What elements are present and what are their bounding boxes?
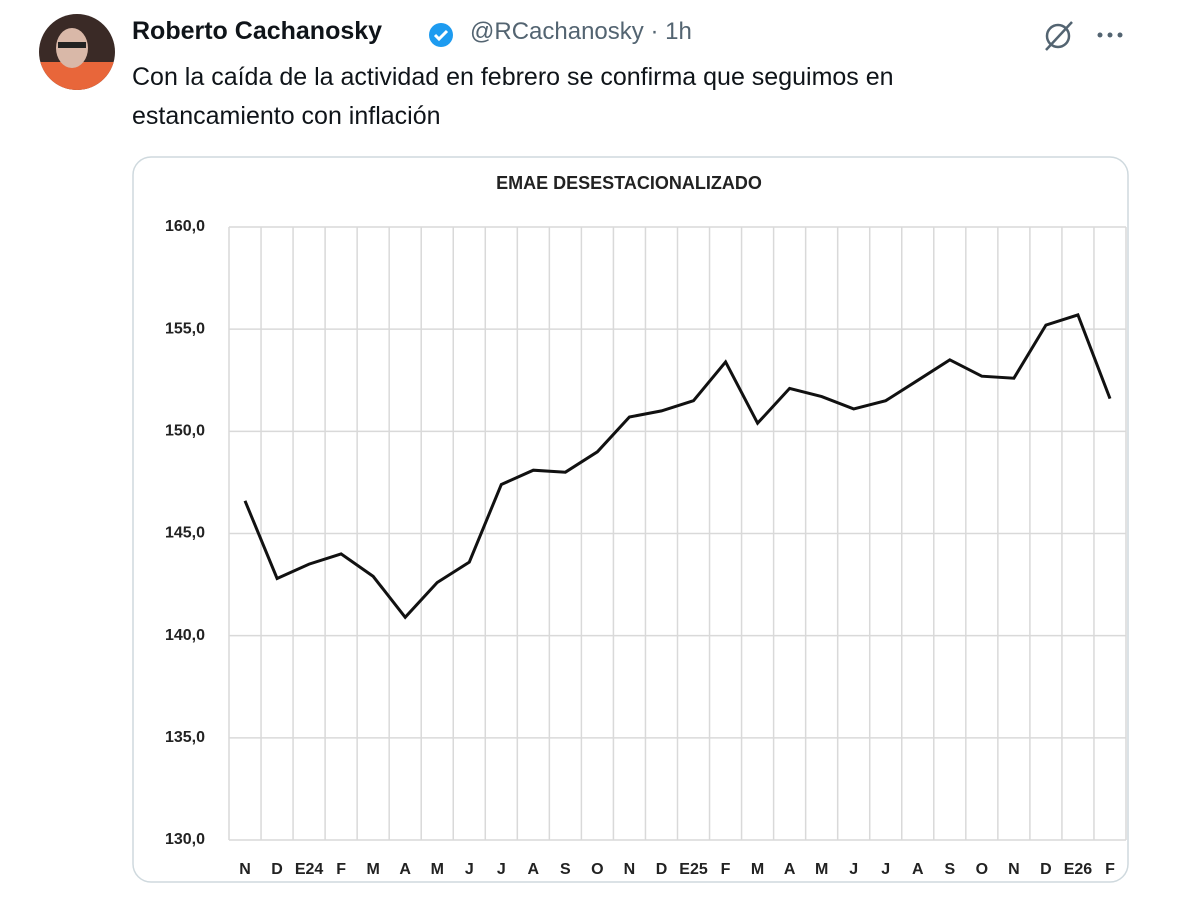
x-tick-label: A — [912, 861, 924, 878]
y-tick-label: 150,0 — [165, 423, 205, 440]
data-line — [243, 313, 1112, 620]
grok-icon[interactable] — [1045, 21, 1073, 51]
x-tick-label: A — [399, 861, 411, 878]
y-tick-label: 140,0 — [165, 627, 205, 644]
chart-title: EMAE DESESTACIONALIZADO — [496, 173, 762, 193]
x-tick-label: D — [271, 861, 283, 878]
handle[interactable]: @RCachanosky — [470, 18, 644, 45]
author-name[interactable]: Roberto Cachanosky — [132, 17, 383, 45]
x-tick-label: A — [784, 861, 796, 878]
x-tick-label: N — [1008, 861, 1020, 878]
x-tick-label: F — [721, 861, 731, 878]
x-tick-label: S — [560, 861, 571, 878]
x-tick-label: J — [465, 861, 474, 878]
y-tick-label: 145,0 — [165, 525, 205, 542]
y-tick-label: 135,0 — [165, 729, 205, 746]
y-tick-label: 160,0 — [165, 218, 205, 235]
separator: · — [650, 18, 659, 45]
x-tick-label: M — [751, 861, 764, 878]
handle-line: @RCachanosky · 1h — [470, 18, 692, 46]
x-tick-label: J — [497, 861, 506, 878]
x-tick-label: D — [1040, 861, 1052, 878]
media-card[interactable] — [132, 156, 1129, 883]
x-tick-label: O — [591, 861, 603, 878]
x-tick-label: E25 — [679, 861, 708, 878]
x-tick-label: D — [656, 861, 668, 878]
x-tick-label: E24 — [295, 861, 324, 878]
x-tick-label: S — [944, 861, 955, 878]
chart: EMAE DESESTACIONALIZADO 130,0 135,0 140,0 1… — [165, 173, 1127, 878]
avatar[interactable] — [39, 14, 115, 90]
x-tick-label: J — [881, 861, 890, 878]
y-tick-label: 130,0 — [165, 831, 205, 848]
x-tick-label: N — [239, 861, 251, 878]
x-tick-label: F — [1105, 861, 1115, 878]
y-tick-label: 155,0 — [165, 320, 205, 337]
x-tick-label: E26 — [1064, 861, 1093, 878]
time[interactable]: 1h — [665, 18, 692, 45]
x-tick-label: A — [528, 861, 540, 878]
x-tick-label: M — [366, 861, 379, 878]
x-tick-label: M — [431, 861, 444, 878]
x-tick-label: F — [336, 861, 346, 878]
more-button[interactable] — [1097, 32, 1123, 38]
tweet-text: Con la caída de la actividad en febrero … — [132, 63, 894, 130]
x-tick-label: N — [624, 861, 636, 878]
x-tick-label: M — [815, 861, 828, 878]
x-tick-label: J — [849, 861, 858, 878]
verified-badge — [429, 23, 453, 47]
x-tick-label: O — [976, 861, 988, 878]
